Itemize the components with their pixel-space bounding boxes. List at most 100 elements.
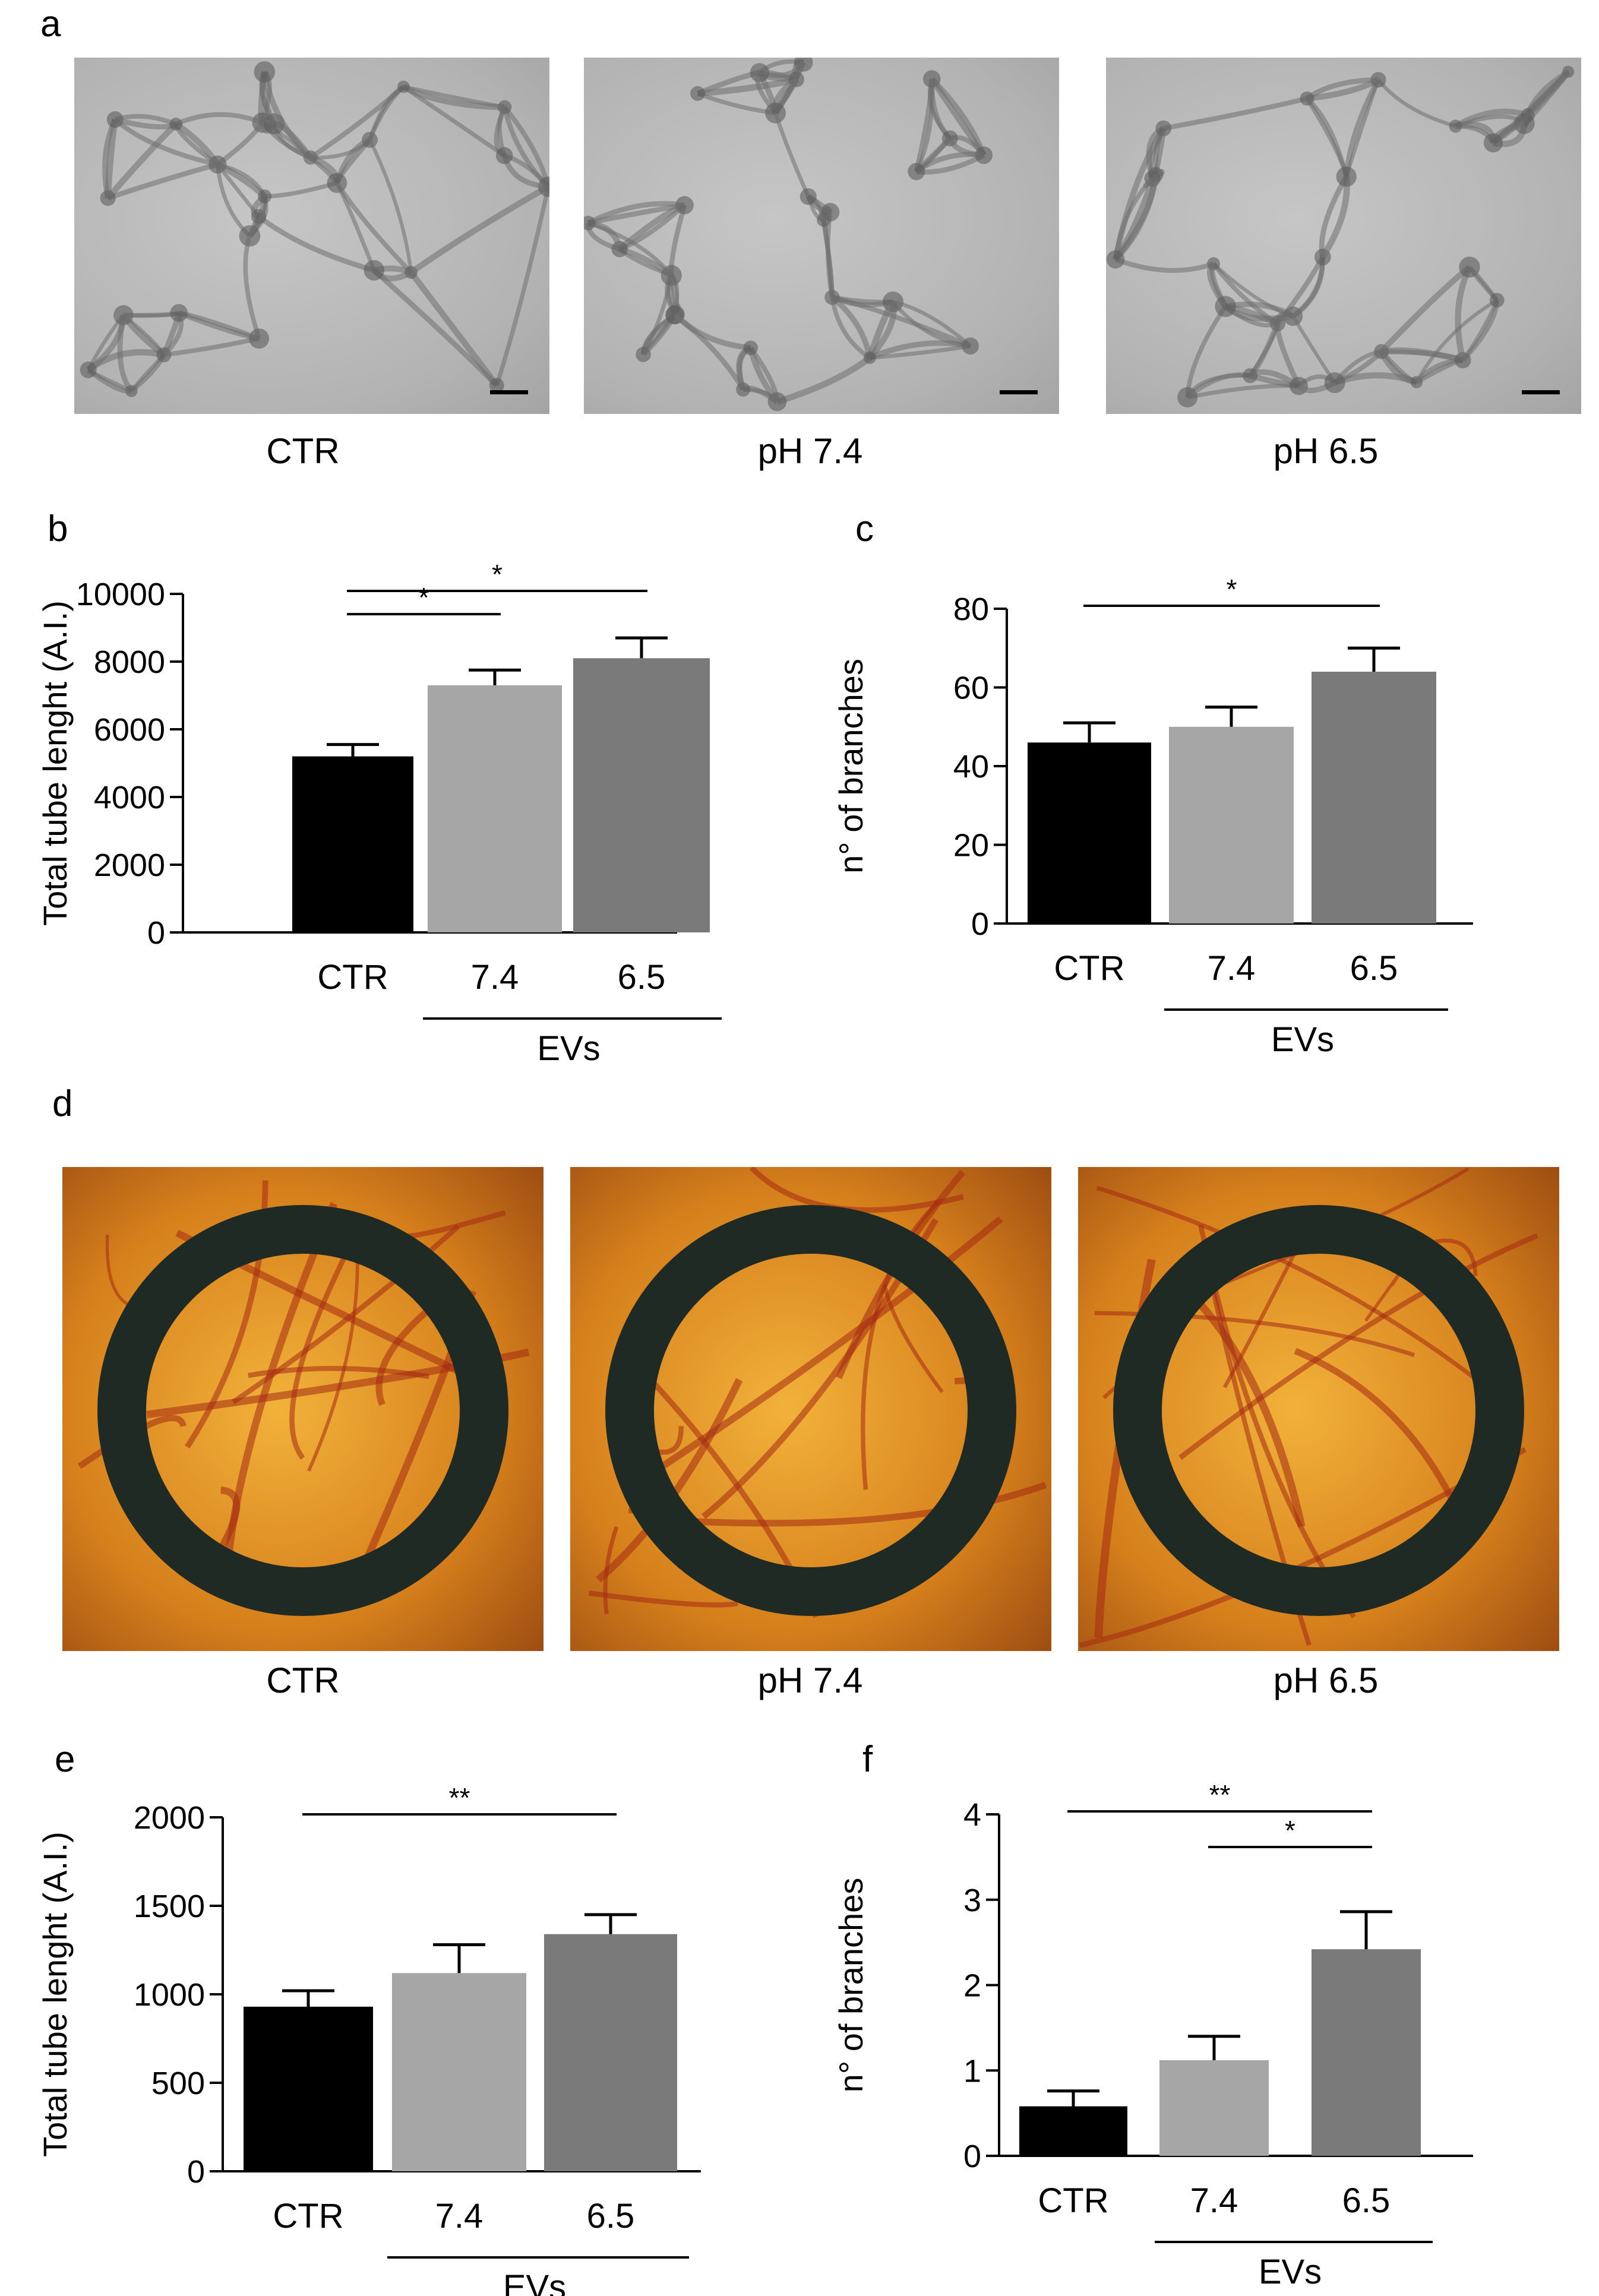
x-tick-label: 6.5	[587, 2197, 635, 2235]
tube-segment	[402, 85, 506, 157]
cell-cluster	[495, 147, 513, 165]
cell-cluster	[584, 216, 596, 230]
tube-segment	[257, 214, 375, 273]
group-label: EVs	[537, 1029, 600, 1068]
y-tick-label: 40	[953, 749, 989, 785]
tube-segment	[216, 121, 264, 167]
tube-segment	[1415, 298, 1498, 383]
x-tick-label: 6.5	[618, 958, 666, 997]
significance-marker: *	[1227, 574, 1237, 605]
tube-segment	[105, 122, 178, 200]
tube-segment	[243, 235, 261, 340]
scale-bar	[1000, 390, 1038, 394]
tube-segment	[869, 344, 971, 360]
cam-scene	[62, 1167, 543, 1651]
tube-segment	[1305, 96, 1349, 178]
cell-cluster	[1489, 293, 1505, 308]
chart-e-svg: 0 500 1000 1500 2000 Total tube lenght (A.I.)…	[36, 1782, 701, 2296]
blood-vessel	[1096, 1185, 1519, 1414]
cell-cluster	[975, 146, 993, 165]
tube-segment	[1163, 96, 1308, 131]
panel-label-e: e	[55, 1739, 75, 1780]
micrograph-ctr	[74, 58, 549, 414]
tube-segment	[1377, 78, 1456, 128]
tube-segment	[335, 182, 376, 271]
significance-marker: *	[1285, 1815, 1295, 1846]
tube-segment	[587, 221, 673, 277]
micrograph-ph74	[584, 58, 1059, 414]
tube-segment	[1113, 174, 1159, 261]
y-axis-label: Total tube lenght (A.I.)	[36, 1832, 74, 2157]
bar-74	[392, 1973, 526, 2171]
group-label: EVs	[1259, 2253, 1322, 2291]
tube-segment	[178, 311, 260, 341]
cell-cluster	[863, 352, 876, 364]
scale-bar	[1522, 390, 1560, 394]
bar-74	[1159, 2060, 1269, 2156]
bar-CTR	[1028, 742, 1151, 924]
tube-segment	[868, 340, 971, 360]
tube-segment	[1305, 97, 1349, 178]
cell-network	[80, 61, 549, 397]
tube-segment	[776, 355, 872, 405]
y-tick-label: 500	[151, 2066, 205, 2101]
y-tick-label: 0	[147, 915, 165, 951]
chart-e-tube-length: 0 500 1000 1500 2000 Total tube lenght (A.I.)…	[36, 1776, 772, 2296]
blood-vessel	[588, 1590, 738, 1608]
tube-segment	[1344, 78, 1381, 177]
bar-65	[1312, 672, 1436, 924]
y-tick-label: 2000	[94, 847, 165, 883]
y-tick-label: 0	[971, 906, 989, 942]
scale-bar	[490, 390, 528, 394]
tube-segment	[502, 106, 549, 189]
y-tick-label: 3	[963, 1883, 981, 1918]
y-axis-label: Total tube lenght (A.I.)	[36, 600, 74, 926]
y-tick-label: 60	[953, 671, 989, 706]
x-tick-label: CTR	[1054, 949, 1124, 988]
panel-label-d: d	[52, 1083, 73, 1124]
y-axis-label: n° of branches	[832, 659, 870, 874]
cell-cluster	[690, 86, 705, 101]
tube-segment	[1454, 108, 1529, 129]
micrograph-caption-ph74: pH 7.4	[757, 431, 863, 471]
blood-vessel	[665, 1481, 1047, 1527]
cam-scene	[570, 1167, 1051, 1651]
cell-cluster	[254, 61, 276, 83]
x-tick-label: CTR	[317, 958, 388, 997]
x-tick-label: 6.5	[1342, 2181, 1391, 2220]
micrograph-caption-ph65: pH 6.5	[1273, 431, 1379, 471]
bar-CTR	[1019, 2106, 1127, 2156]
tube-segment	[914, 78, 934, 172]
bar-CTR	[292, 756, 413, 932]
tube-segment	[86, 349, 165, 373]
tube-segment	[335, 181, 413, 274]
panel-label-a: a	[40, 4, 61, 45]
panel-label-c: c	[855, 508, 874, 549]
chart-f-branches: 0 1 2 3 4 n° of branches CTR 7.4 6.5 EVs ** *	[832, 1776, 1568, 2296]
bar-65	[544, 1934, 677, 2171]
cell-network	[584, 58, 1038, 412]
group-label: EVs	[503, 2268, 566, 2296]
significance-marker: **	[1209, 1779, 1231, 1810]
micrograph-ph65	[1106, 58, 1581, 414]
cell-cluster	[800, 188, 817, 205]
tube-segment	[1212, 262, 1294, 318]
cam-photo-ph65	[1078, 1167, 1559, 1651]
tube-segment	[403, 84, 505, 109]
tube-segment	[773, 112, 810, 198]
y-tick-label: 10000	[76, 577, 165, 612]
chart-c-branches: 0 20 40 60 80 n° of branches CTR 7.4 6.5 EVs *	[832, 552, 1568, 1063]
group-label: EVs	[1271, 1020, 1334, 1059]
significance-marker: **	[449, 1782, 470, 1813]
tube-segment	[309, 84, 406, 160]
bar-74	[428, 685, 562, 932]
cell-cluster	[743, 340, 758, 355]
y-tick-label: 0	[963, 2139, 981, 2174]
x-tick-label: 7.4	[471, 958, 519, 997]
tube-segment	[892, 300, 972, 348]
x-tick-label: 7.4	[435, 2197, 484, 2235]
tube-segment	[175, 112, 263, 126]
tube-segment	[113, 118, 219, 167]
